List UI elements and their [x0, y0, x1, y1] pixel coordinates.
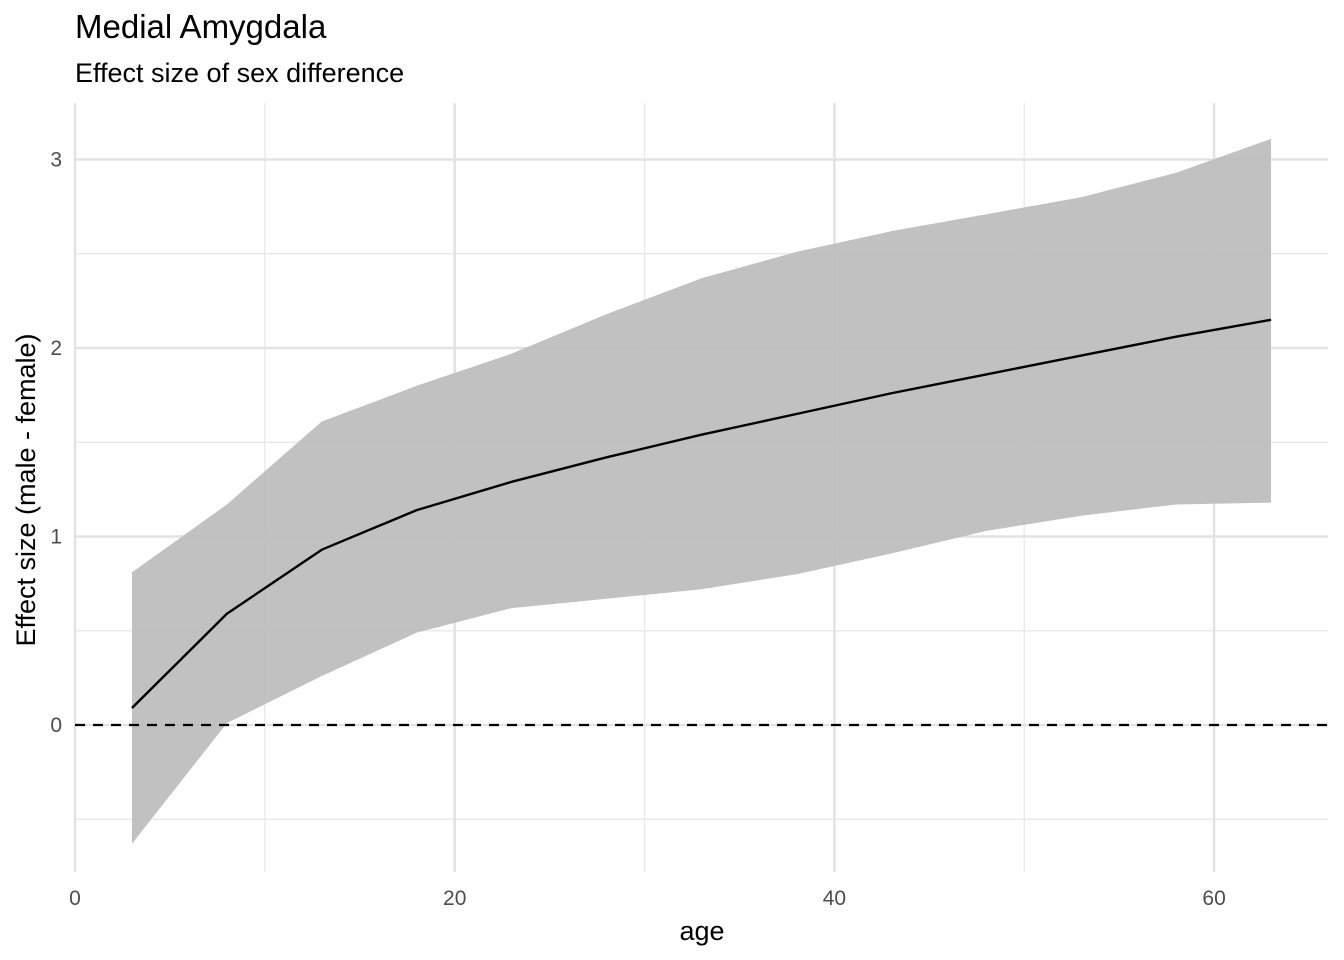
confidence-band-layer [131, 138, 1272, 844]
chart-title: Medial Amygdala [75, 8, 327, 45]
chart-subtitle: Effect size of sex difference [75, 58, 405, 88]
x-axis-title: age [679, 916, 724, 946]
series-line [131, 318, 1272, 709]
confidence-band [131, 138, 1272, 844]
x-tick-label: 0 [69, 887, 81, 910]
y-axis-title: Effect size (male - female) [11, 333, 41, 646]
y-tick-label: 0 [50, 714, 62, 737]
tick-labels: 0 20 40 60 0 1 2 3 [50, 149, 1225, 910]
x-tick-label: 40 [823, 887, 846, 910]
x-tick-label: 20 [443, 887, 466, 910]
y-tick-label: 3 [50, 149, 62, 172]
y-tick-label: 1 [50, 526, 62, 549]
y-tick-label: 2 [50, 337, 62, 360]
x-tick-label: 60 [1202, 887, 1225, 910]
series-line-layer [131, 318, 1272, 709]
